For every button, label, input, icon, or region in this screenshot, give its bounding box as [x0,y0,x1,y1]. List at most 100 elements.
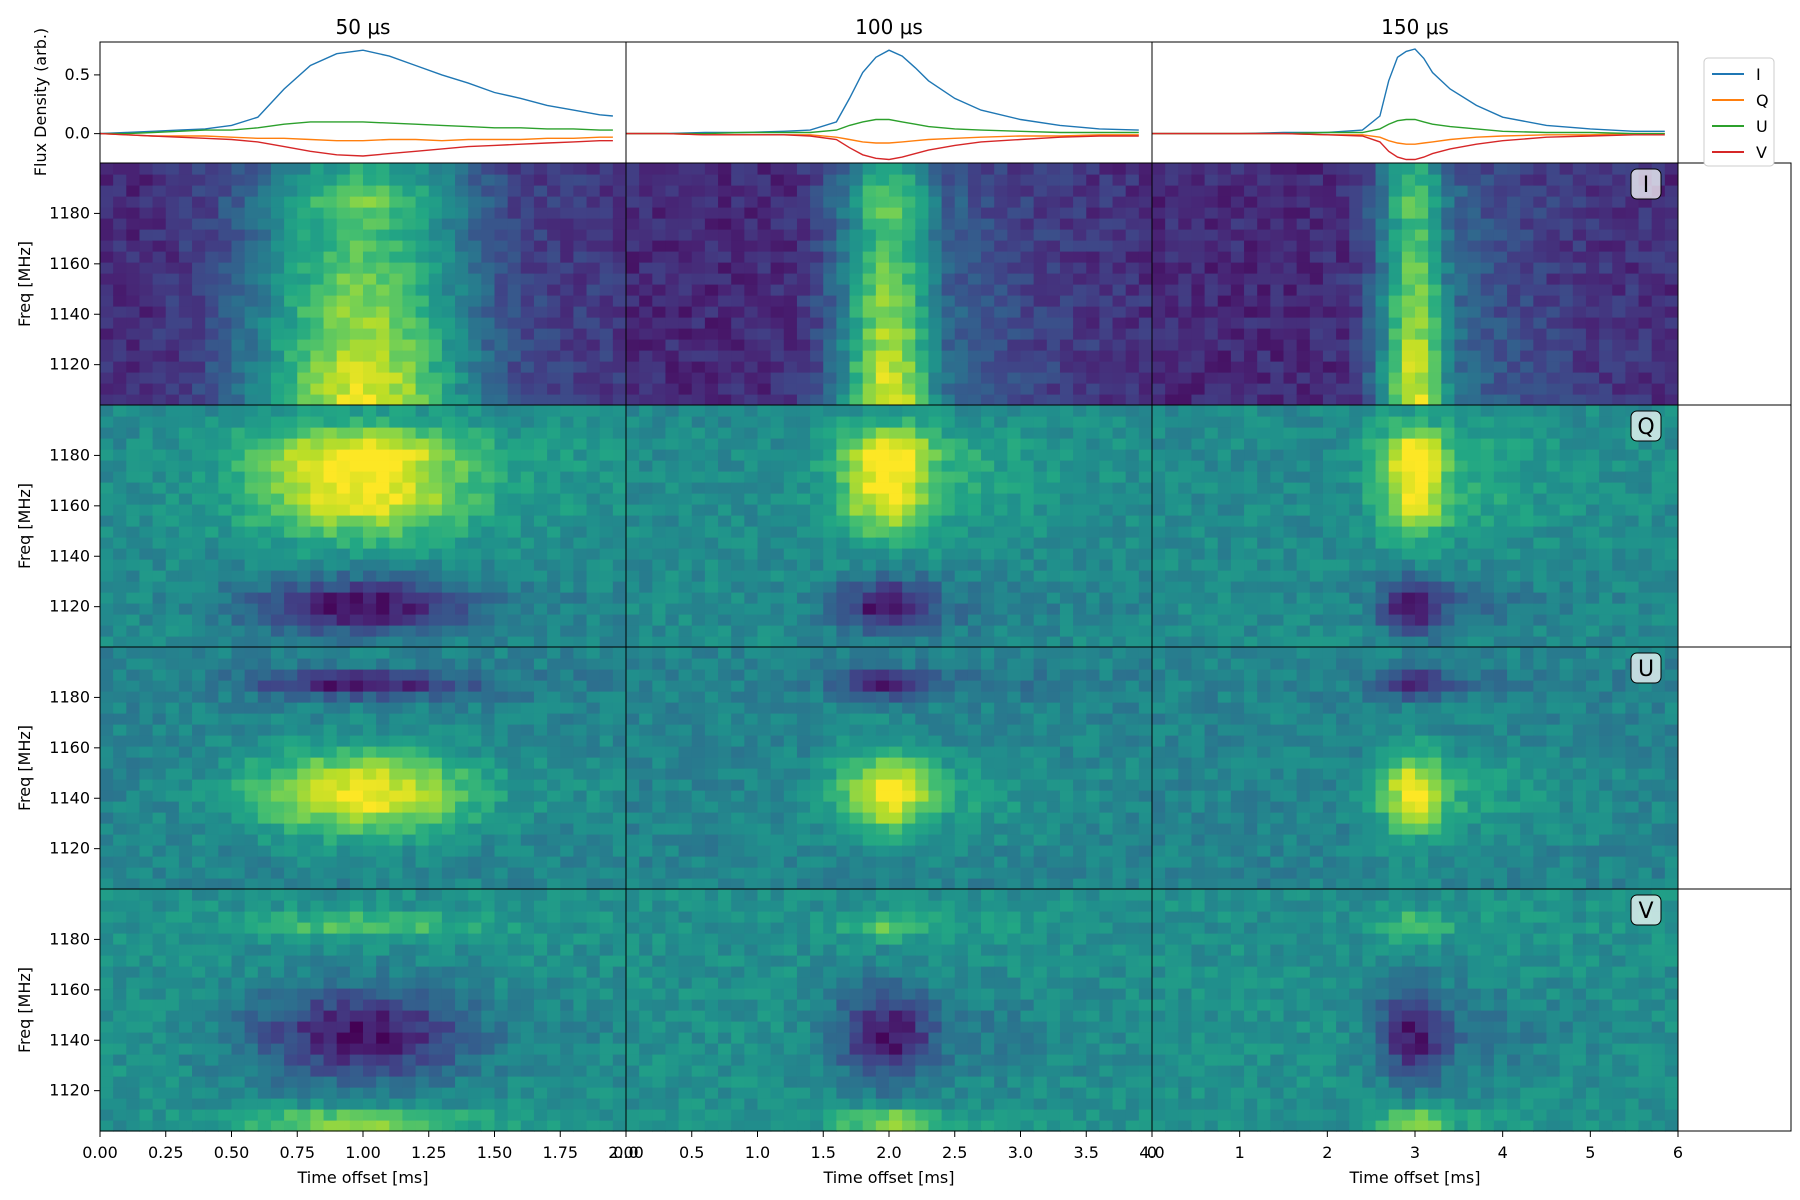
heatmap-cell [1191,471,1206,483]
heatmap-cell [994,537,1008,549]
heatmap-cell [1073,438,1087,450]
heatmap-cell [231,251,246,263]
heatmap-cell [1178,240,1193,252]
heatmap-cell [1362,592,1377,604]
heatmap-cell [1454,262,1469,274]
heatmap-cell [1073,625,1087,637]
heatmap-cell [1191,592,1206,604]
heatmap-cell [599,306,614,318]
heatmap-cell [1138,625,1153,637]
heatmap-cell [836,394,851,406]
heatmap-cell [231,526,246,538]
heatmap-cell [1138,559,1153,571]
heatmap-cell [889,449,903,461]
heatmap-cell [1296,405,1311,417]
heatmap-cell [1572,207,1587,219]
heatmap-cell [1559,394,1574,406]
heatmap-cell [836,460,851,472]
heatmap-cell [494,592,509,604]
heatmap-cell [139,273,154,285]
heatmap-cell [1007,537,1022,549]
heatmap-cell [205,273,219,285]
heatmap-cell [915,372,930,384]
heatmap-cell [1664,196,1679,208]
heatmap-cell [1336,295,1350,307]
heatmap-cell [1375,449,1390,461]
heatmap-cell [731,614,745,626]
heatmap-cell [468,196,482,208]
heatmap-cell [126,625,141,637]
heatmap-cell [1217,548,1232,560]
heatmap-cell [770,526,785,538]
heatmap-cell [178,526,193,538]
heatmap-cell [218,383,233,395]
heatmap-cell [1664,361,1679,373]
heatmap-cell [875,482,890,494]
heatmap-cell [691,240,706,252]
heatmap-cell [1033,636,1048,648]
heatmap-cell [902,581,916,593]
heatmap-cell [1230,581,1245,593]
heatmap-cell [1296,438,1311,450]
heatmap-cell [270,592,285,604]
heatmap-cell [139,504,154,516]
heatmap-cell [902,515,916,527]
heatmap-cell [704,405,719,417]
heatmap-cell [652,317,667,329]
heatmap-cell [415,317,430,329]
heatmap-cell [178,515,193,527]
heatmap-cell [363,284,377,296]
heatmap-cell [1033,570,1048,582]
heatmap-cell [415,174,430,186]
heatmap-cell [1322,482,1337,494]
heatmap-cell [1217,229,1232,241]
heatmap-cell [218,163,233,175]
heatmap-cell [533,350,548,362]
heatmap-cell [770,262,785,274]
heatmap-cell [507,537,522,549]
heatmap-cell [1178,317,1193,329]
heatmap-cell [678,383,693,395]
heatmap-cell [1112,372,1127,384]
heatmap-cell [455,339,469,351]
heatmap-cell [1059,306,1074,318]
heatmap-cell [1612,262,1626,274]
heatmap-cell [718,482,732,494]
heatmap-cell [1270,328,1285,340]
heatmap-cell [1388,229,1403,241]
heatmap-cell [547,570,561,582]
heatmap-cell [1322,273,1337,285]
heatmap-cell [113,416,127,428]
heatmap-cell [639,581,653,593]
heatmap-cell [1454,196,1469,208]
heatmap-cell [981,592,995,604]
heatmap-cell [376,361,390,373]
heatmap-cell [1204,504,1219,516]
heatmap-cell [257,416,272,428]
heatmap-cell [849,581,864,593]
heatmap-cell [1296,548,1311,560]
heatmap-cell [1191,625,1206,637]
heatmap-cell [757,526,772,538]
heatmap-cell [639,438,653,450]
heatmap-cell [1178,581,1193,593]
heatmap-cell [678,273,693,285]
heatmap-cell [126,548,141,560]
heatmap-cell [402,361,417,373]
heatmap-cell [363,273,377,285]
heatmap-cell [1125,493,1140,505]
heatmap-cell [178,350,193,362]
heatmap-cell [994,372,1008,384]
heatmap-cell [244,482,259,494]
heatmap-cell [1283,548,1298,560]
heatmap-cell [573,218,588,230]
heatmap-cell [1441,537,1456,549]
heatmap-cell [363,515,377,527]
heatmap-cell [1388,317,1403,329]
heatmap-cell [928,339,943,351]
heatmap-cell [1559,240,1574,252]
heatmap-cell [100,240,114,252]
heatmap-cell [915,449,930,461]
heatmap-cell [1585,163,1600,175]
heatmap-cell [1217,218,1232,230]
